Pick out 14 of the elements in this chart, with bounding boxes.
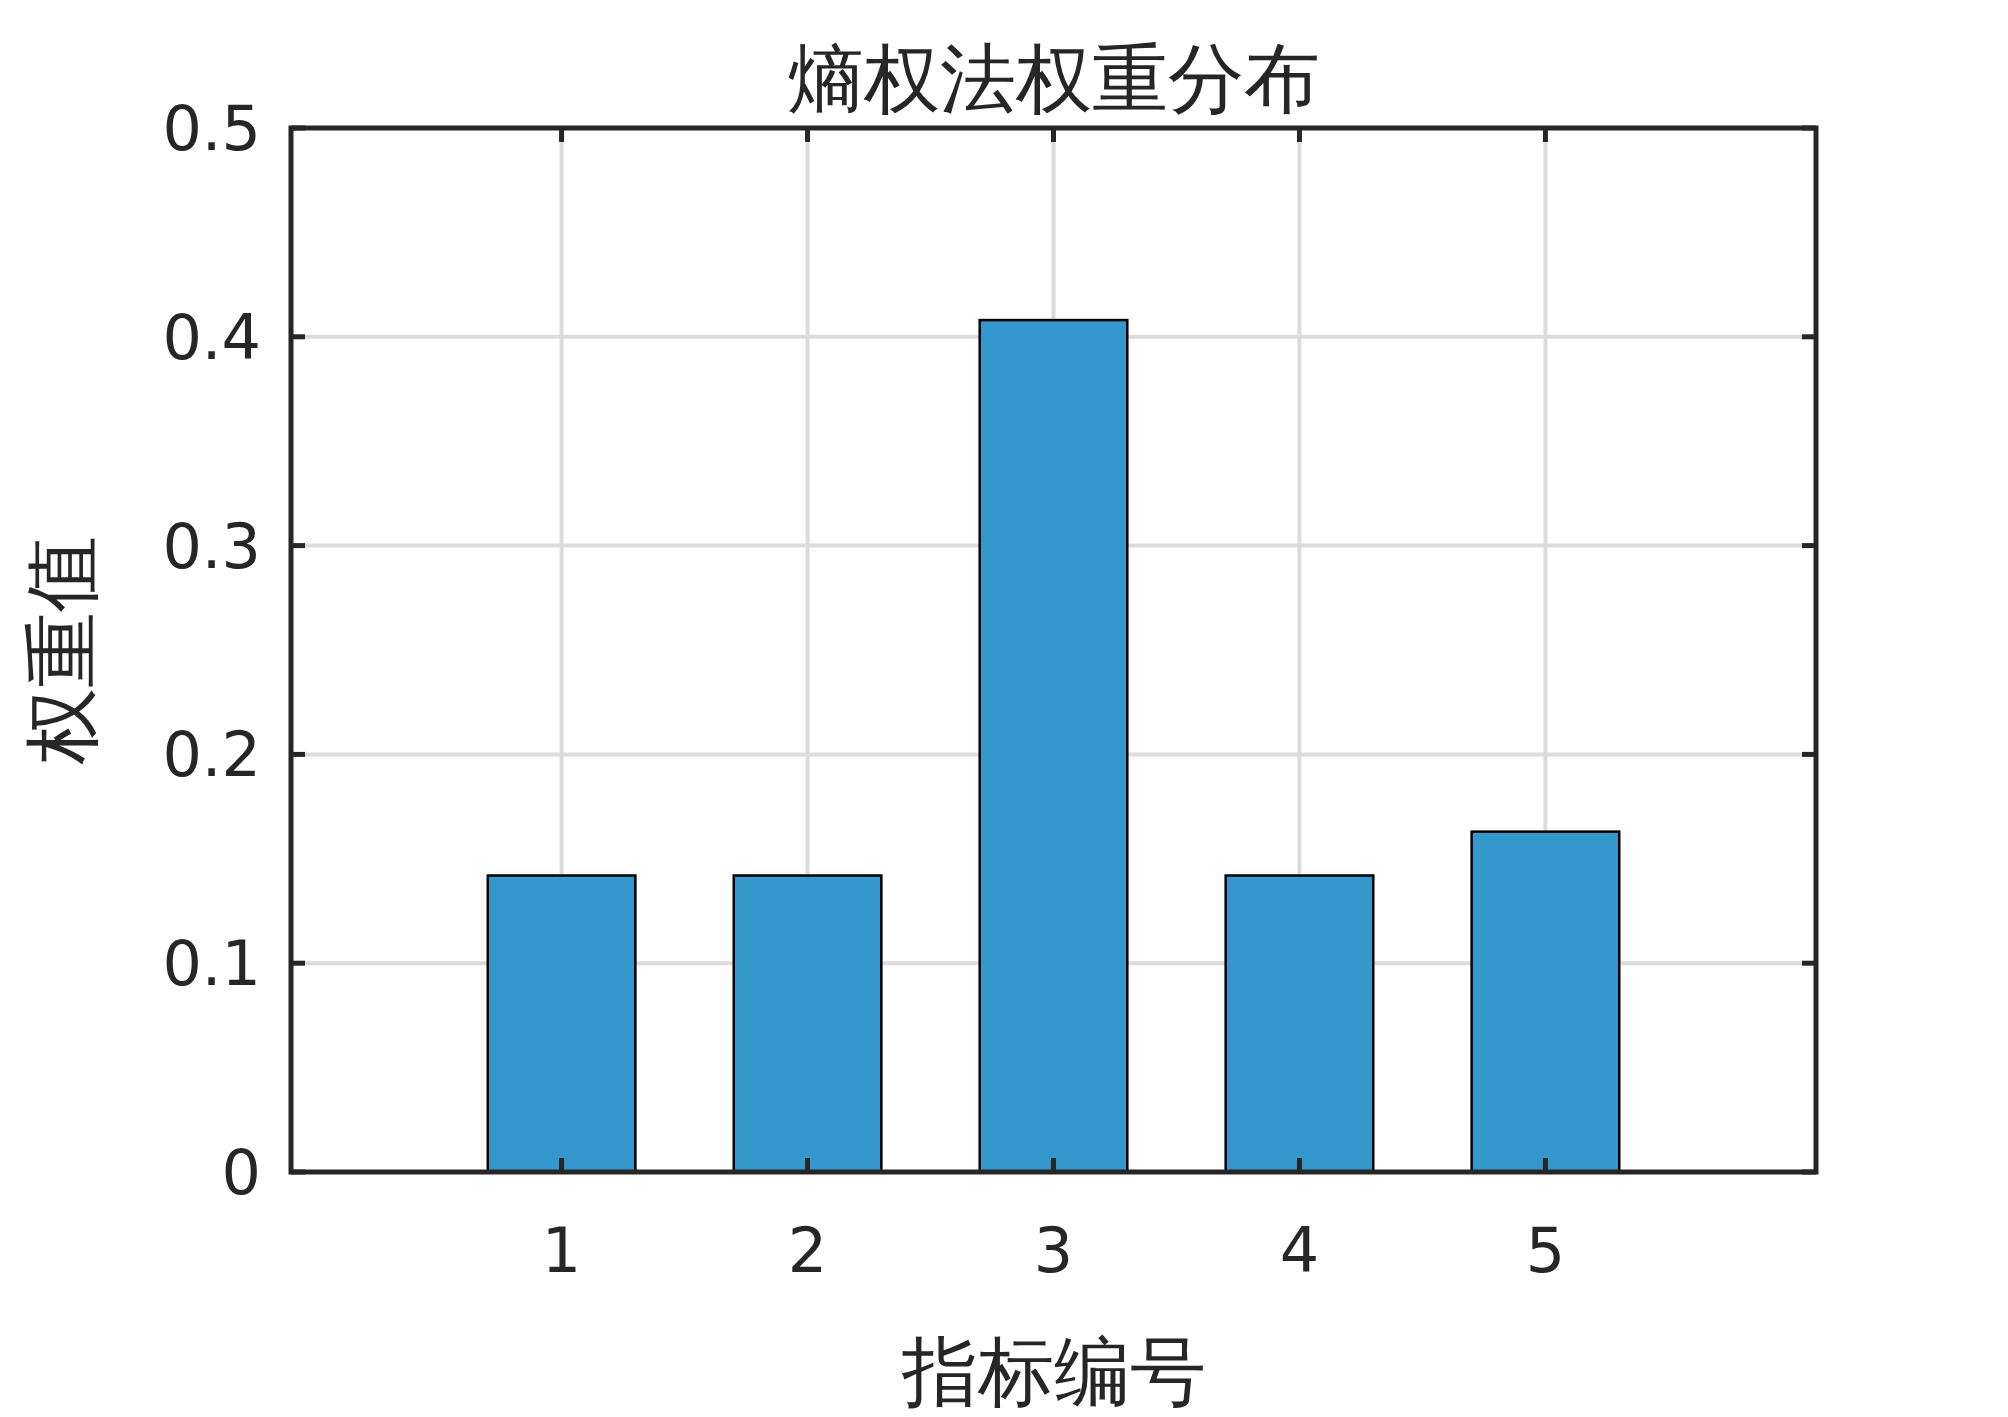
y-tick-label: 0.4 — [162, 300, 261, 374]
x-tick-label: 3 — [1033, 1214, 1074, 1287]
x-tick-label: 5 — [1525, 1214, 1566, 1287]
y-tick-label: 0.3 — [162, 509, 261, 583]
x-axis-title: 指标编号 — [900, 1327, 1206, 1416]
chart-title: 熵权法权重分布 — [787, 34, 1320, 123]
y-tick-label: 0.2 — [162, 718, 261, 792]
y-tick-label: 0.5 — [162, 92, 261, 165]
y-axis-title: 权重值 — [17, 536, 106, 765]
y-tick-label: 0.1 — [162, 927, 261, 1001]
x-tick-label: 4 — [1279, 1214, 1320, 1287]
x-tick-label: 2 — [787, 1214, 828, 1287]
x-tick-label: 1 — [541, 1214, 582, 1287]
y-tick-label: 0 — [221, 1136, 261, 1209]
